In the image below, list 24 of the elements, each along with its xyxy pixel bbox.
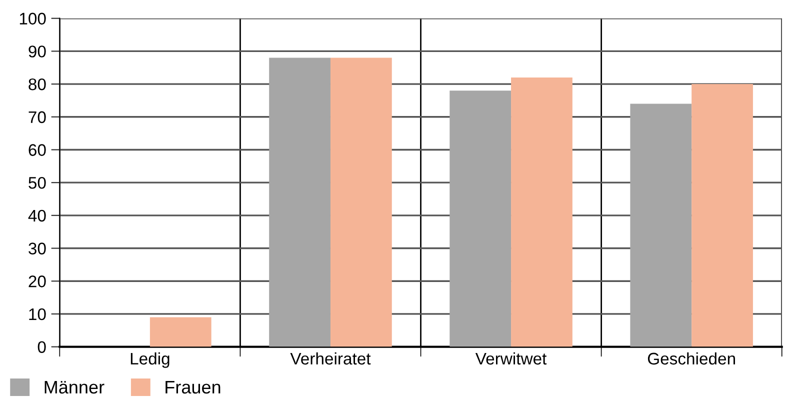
y-tick-label: 0 [38, 341, 46, 354]
legend-label: Frauen [166, 381, 220, 394]
bar [269, 58, 330, 347]
y-tick-label: 100 [20, 12, 46, 25]
x-tick-label: Verwitwet [475, 352, 547, 365]
bar [692, 84, 753, 347]
y-tick-label: 90 [28, 46, 46, 58]
y-tick-label: 80 [28, 78, 46, 90]
bar [511, 77, 572, 347]
y-tick-label: 40 [28, 210, 46, 222]
x-tick-label: Verheiratet [290, 352, 371, 365]
x-tick-label: Geschieden [648, 352, 735, 365]
y-tick-label: 70 [28, 111, 46, 124]
bar [450, 90, 512, 347]
x-tick-label: Ledig [130, 352, 170, 368]
y-tick-label: 60 [28, 144, 46, 156]
legend-label: Männer [44, 381, 104, 394]
y-tick-label: 30 [28, 242, 46, 254]
bar [150, 317, 212, 347]
y-tick-label: 50 [28, 176, 46, 189]
y-tick-label: 10 [29, 308, 46, 320]
bar [630, 104, 692, 347]
bar [330, 58, 392, 347]
y-tick-label: 20 [28, 276, 46, 288]
